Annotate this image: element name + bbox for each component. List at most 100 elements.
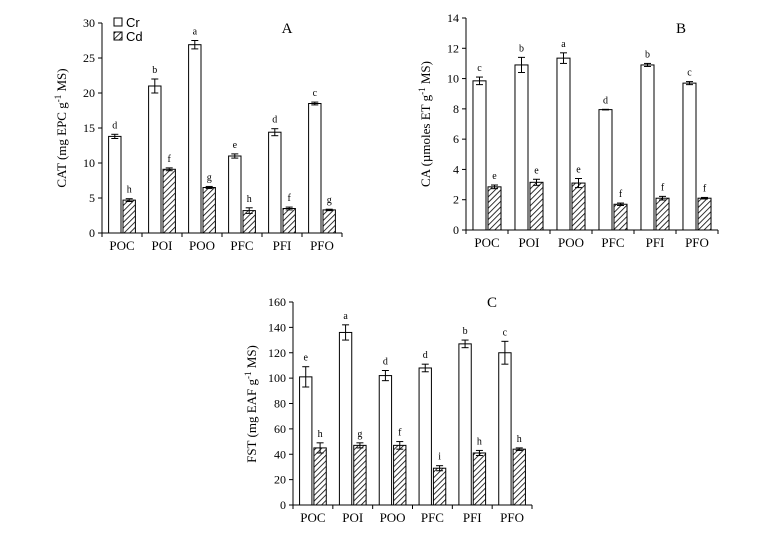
x-tick-label: POI [342, 510, 363, 525]
panel-b-chart: 0 2 4 6 8 10 12 14 POC POI POO PFC PFI PFO c b a d b c e e e f f… [417, 11, 719, 250]
significance-letter: g [357, 429, 362, 440]
y-tick-label: 30 [83, 16, 95, 30]
significance-letter: c [503, 327, 508, 338]
y-axis-label: CA (µmoles ET g-1 MS) [417, 61, 433, 187]
bar-cr [514, 64, 529, 231]
y-axis-label: CAT (mg EPC g-1 MS) [53, 68, 69, 187]
bar-cd [613, 203, 628, 231]
significance-letter: e [576, 165, 581, 176]
y-tick-label: 160 [268, 295, 286, 309]
significance-letter: f [703, 183, 707, 194]
y-tick-label: 60 [274, 422, 286, 436]
significance-letter: a [561, 39, 566, 50]
bar-cd [487, 186, 502, 231]
x-tick-label: PFC [601, 235, 624, 250]
significance-letter: e [534, 165, 539, 176]
x-tick-label: POO [380, 510, 406, 525]
y-tick-label: 10 [83, 156, 95, 170]
significance-letter: f [168, 154, 172, 165]
significance-letter: c [313, 88, 318, 99]
y-tick-label: 0 [453, 223, 459, 237]
significance-letter: h [318, 429, 323, 440]
bar-cr [378, 375, 393, 506]
significance-letter: d [112, 120, 117, 131]
panel-title: C [487, 295, 497, 311]
bar-cr [598, 109, 613, 231]
legend-swatch-cd [113, 31, 123, 41]
bar-cr [418, 367, 432, 506]
bar-cd [122, 199, 136, 234]
x-tick-label: PFO [685, 235, 709, 250]
y-tick-label: 40 [274, 447, 286, 461]
bar-cr [338, 331, 353, 506]
x-tick-label: POO [189, 238, 215, 253]
bar-cd [512, 448, 526, 506]
x-tick-label: POI [519, 235, 540, 250]
legend-label-cr: Cr [126, 15, 140, 30]
x-tick-label: POC [474, 235, 499, 250]
bar-cd [655, 197, 670, 231]
significance-letter: c [687, 68, 692, 79]
y-tick-label: 120 [268, 346, 286, 360]
y-tick-label: 8 [453, 102, 459, 116]
bar-cd [322, 209, 336, 234]
y-tick-label: 20 [274, 473, 286, 487]
y-tick-label: 20 [83, 86, 95, 100]
bar-cd [242, 210, 256, 234]
bar-cd [571, 182, 586, 231]
significance-letter: f [661, 182, 665, 193]
y-tick-label: 2 [453, 193, 459, 207]
panel-c-chart: 0 20 40 60 80 100 120 140 160 POC POI POO PFC PFI PFO e… [243, 295, 533, 525]
bar-cd [432, 467, 447, 506]
x-tick-label: POO [558, 235, 584, 250]
significance-letter: e [304, 353, 309, 364]
y-tick-label: 0 [89, 226, 95, 240]
y-tick-label: 100 [268, 371, 286, 385]
y-tick-label: 15 [83, 121, 95, 135]
bar-cr [640, 64, 655, 231]
bar-cr [188, 44, 202, 234]
x-tick-label: PFO [500, 510, 524, 525]
panel-title: A [282, 21, 293, 37]
x-tick-label: PFI [273, 238, 292, 253]
significance-letter: f [619, 189, 623, 200]
significance-letter: b [645, 49, 650, 60]
significance-letter: h [477, 436, 482, 447]
bar-cd [472, 452, 487, 506]
significance-letter: g [327, 195, 332, 206]
y-tick-label: 10 [447, 72, 459, 86]
significance-letter: e [233, 140, 238, 151]
legend-label-cd: Cd [126, 29, 143, 44]
y-tick-label: 12 [447, 41, 459, 55]
significance-letter: g [207, 172, 212, 183]
bar-cr [108, 135, 122, 234]
y-tick-label: 25 [83, 51, 95, 65]
y-tick-label: 0 [280, 498, 286, 512]
significance-letter: d [272, 115, 277, 126]
y-tick-label: 6 [453, 132, 459, 146]
bar-cr [299, 376, 313, 506]
panel-a-chart: 0 5 10 15 20 25 30 POC POI POO PFC PFI PFO d b a e d c h f g h… [53, 16, 343, 253]
y-axis-label: FST (mg EAF g-1 MS) [243, 345, 259, 463]
significance-letter: h [247, 194, 252, 205]
bar-cr [308, 103, 322, 234]
bar-cr [458, 343, 472, 506]
bar-cd [162, 168, 176, 234]
y-tick-label: 140 [268, 320, 286, 334]
significance-letter: e [492, 171, 497, 182]
panel-title: B [676, 21, 686, 37]
y-tick-label: 14 [447, 11, 459, 25]
y-tick-label: 5 [89, 191, 95, 205]
bar-cr [498, 352, 512, 506]
significance-letter: d [423, 350, 428, 361]
significance-letter: a [343, 311, 348, 322]
bar-cd [697, 197, 712, 231]
legend: Cr Cd [113, 15, 143, 44]
significance-letter: d [603, 95, 608, 106]
x-tick-label: PFO [310, 238, 334, 253]
significance-letter: f [398, 428, 402, 439]
bar-cd [313, 447, 327, 506]
bar-cd [393, 444, 407, 506]
bar-cr [268, 131, 282, 234]
